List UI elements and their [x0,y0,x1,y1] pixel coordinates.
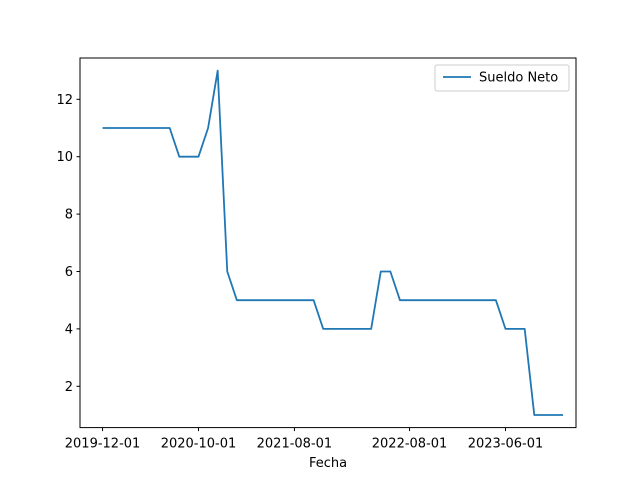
y-tick-label: 2 [65,380,73,395]
y-tick-label: 4 [65,322,73,337]
series-layer [102,69,564,416]
plot-frame [79,57,577,429]
legend-box [434,64,570,92]
legend: Sueldo Neto [434,64,570,92]
x-tick-label: 2023-06-01 [468,437,544,452]
y-tick-label: 6 [65,265,73,280]
x-tick-label: 2021-08-01 [257,437,333,452]
x-tick-label: 2019-12-01 [65,437,141,452]
x-axis-label: Fecha [309,456,347,471]
y-tick-label: 8 [65,208,73,223]
y-tick-label: 12 [56,93,73,108]
x-tick-label: 2020-10-01 [161,437,237,452]
ticks-layer: 2 4 6 8 10 12 2019-12-01 2020-10-01 2021-08-01 20… [56,93,543,452]
y-tick-label: 10 [56,150,73,165]
x-tick-label: 2022-08-01 [372,437,448,452]
series-line-sueldo-neto [102,69,564,416]
legend-label-sueldo-neto: Sueldo Neto [479,71,558,86]
